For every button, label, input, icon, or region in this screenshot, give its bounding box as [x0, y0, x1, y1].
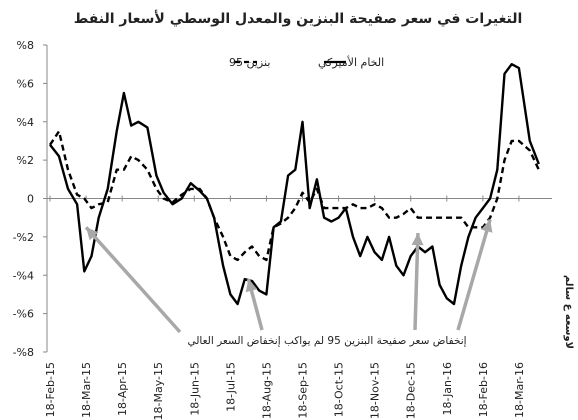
chart-title: التغيرات في سعر صفيحة البنزين والمعدل ال… — [74, 10, 523, 27]
legend-label-gasoline: بنزين 95 — [229, 56, 270, 69]
y-tick-label: -%4 — [13, 269, 34, 282]
x-tick-label: 18-Jul-15 — [224, 362, 237, 412]
x-tick-label: 18-Feb-16 — [477, 362, 490, 417]
y-tick-label: 0 — [27, 193, 34, 206]
y-tick-label: %4 — [17, 116, 34, 129]
x-tick-label: 18-Jan-16 — [441, 362, 454, 416]
annotation-arrow-shaft — [456, 219, 492, 331]
y-tick-label: %2 — [17, 154, 34, 167]
x-tick-label: 18-Dec-15 — [405, 362, 418, 419]
x-tick-label: 18-Mar-16 — [513, 362, 526, 418]
y-tick-label: -%6 — [13, 308, 34, 321]
legend-label-crude: الخام الأميركي — [318, 55, 384, 69]
x-tick-label: 18-Mar-15 — [80, 362, 93, 418]
x-tick-label: 18-Oct-15 — [333, 362, 346, 417]
x-tick-label: 18-May-15 — [152, 362, 165, 420]
annotation-arrow-head — [411, 233, 424, 246]
annotation-arrows — [84, 219, 493, 334]
y-axis-ticks: %8 %6 %4 %2 0 -%2 -%4 -%6 -%8 — [13, 39, 47, 359]
annotation-arrow-shaft — [413, 232, 420, 331]
credit-text: لاوسعه ع سالم — [563, 275, 574, 349]
annotation-arrow-head — [86, 227, 99, 241]
x-tick-label: 18-Feb-15 — [44, 362, 57, 417]
y-tick-label: %6 — [17, 77, 34, 90]
y-tick-label: %8 — [17, 39, 34, 52]
x-tick-label: 18-Apr-15 — [116, 362, 129, 416]
x-tick-label: 18-Aug-15 — [260, 362, 273, 419]
axes — [46, 45, 552, 352]
series-layer — [49, 63, 540, 306]
y-tick-label: -%2 — [13, 231, 34, 244]
annotation-arrow-head — [245, 279, 258, 293]
legend: الخام الأميركي بنزين 95 — [229, 55, 384, 69]
x-tick-label: 18-Jun-15 — [188, 362, 201, 416]
x-tick-label: 18-Sep-15 — [297, 362, 310, 419]
annotation-arrow-head — [480, 219, 493, 233]
annotation-text: إنخفاض سعر صفيحة البنزين 95 لم يواكب إنخ… — [187, 335, 466, 347]
annotation-arrow-shaft — [84, 226, 182, 334]
x-tick-label: 18-Nov-15 — [369, 362, 382, 419]
series-line-crude — [49, 63, 540, 306]
series-line-gasoline — [49, 130, 540, 262]
y-tick-label: -%8 — [13, 346, 34, 359]
x-axis-ticks: 18-Feb-15 18-Mar-15 18-Apr-15 18-May-15 18-J… — [44, 195, 526, 420]
